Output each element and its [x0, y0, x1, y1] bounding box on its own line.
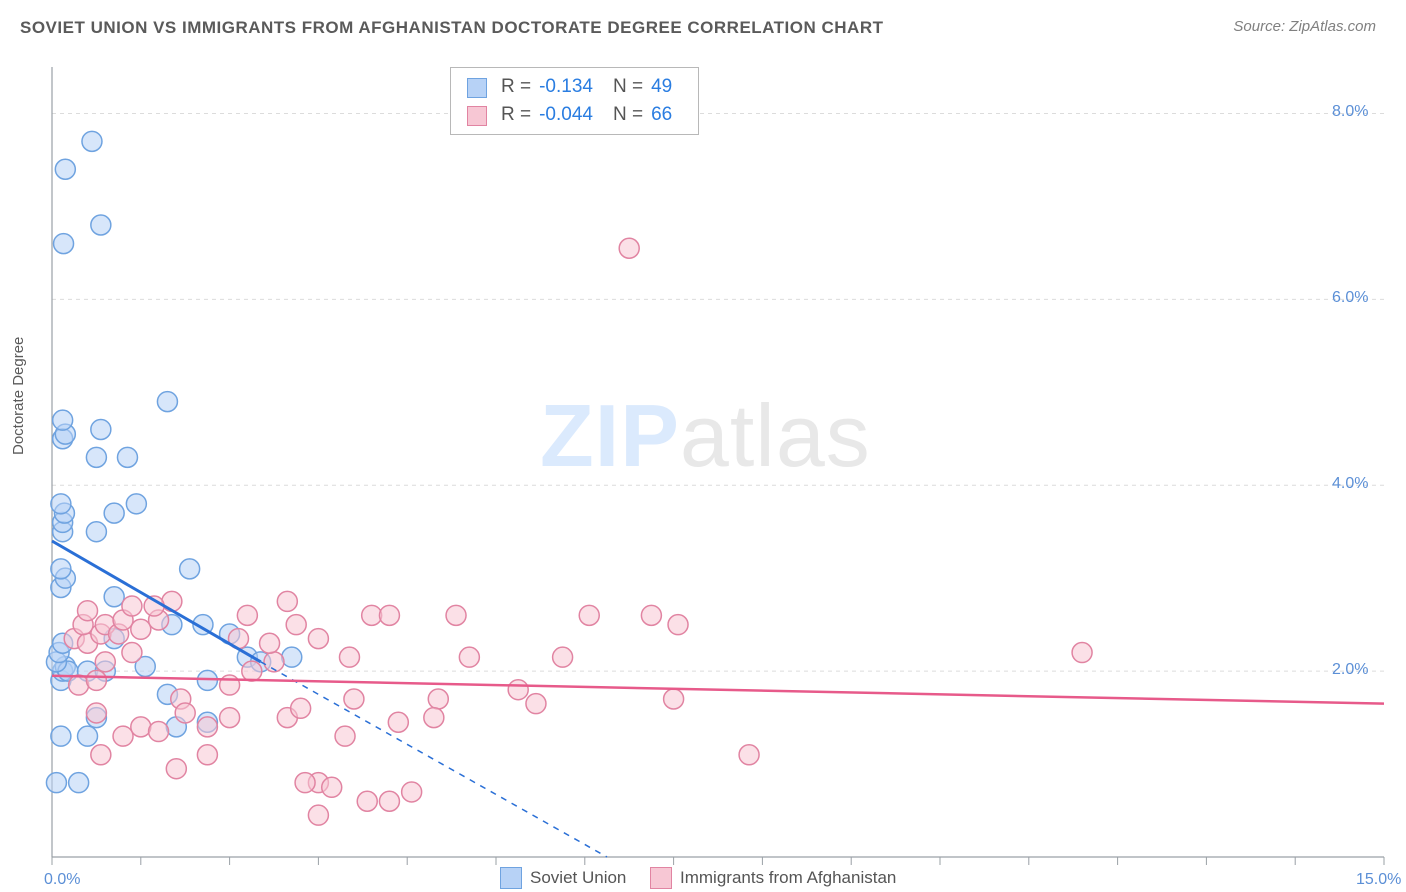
y-tick-label: 6.0% [1332, 289, 1368, 307]
source-label: Source: ZipAtlas.com [1233, 18, 1376, 35]
scatter-chart [0, 55, 1406, 890]
legend-item: Soviet Union [500, 867, 626, 889]
legend-item: Immigrants from Afghanistan [650, 867, 896, 889]
chart-area: Doctorate Degree ZIPatlas R =-0.134N =49… [0, 55, 1406, 890]
y-tick-label: 4.0% [1332, 475, 1368, 493]
chart-title: SOVIET UNION VS IMMIGRANTS FROM AFGHANIS… [20, 18, 884, 38]
x-tick-label: 15.0% [1356, 871, 1401, 889]
x-tick-label: 0.0% [44, 871, 80, 889]
y-tick-label: 2.0% [1332, 661, 1368, 679]
header: SOVIET UNION VS IMMIGRANTS FROM AFGHANIS… [0, 0, 1406, 38]
correlation-stats-box: R =-0.134N =49R =-0.044N =66 [450, 67, 699, 135]
y-tick-label: 8.0% [1332, 103, 1368, 121]
